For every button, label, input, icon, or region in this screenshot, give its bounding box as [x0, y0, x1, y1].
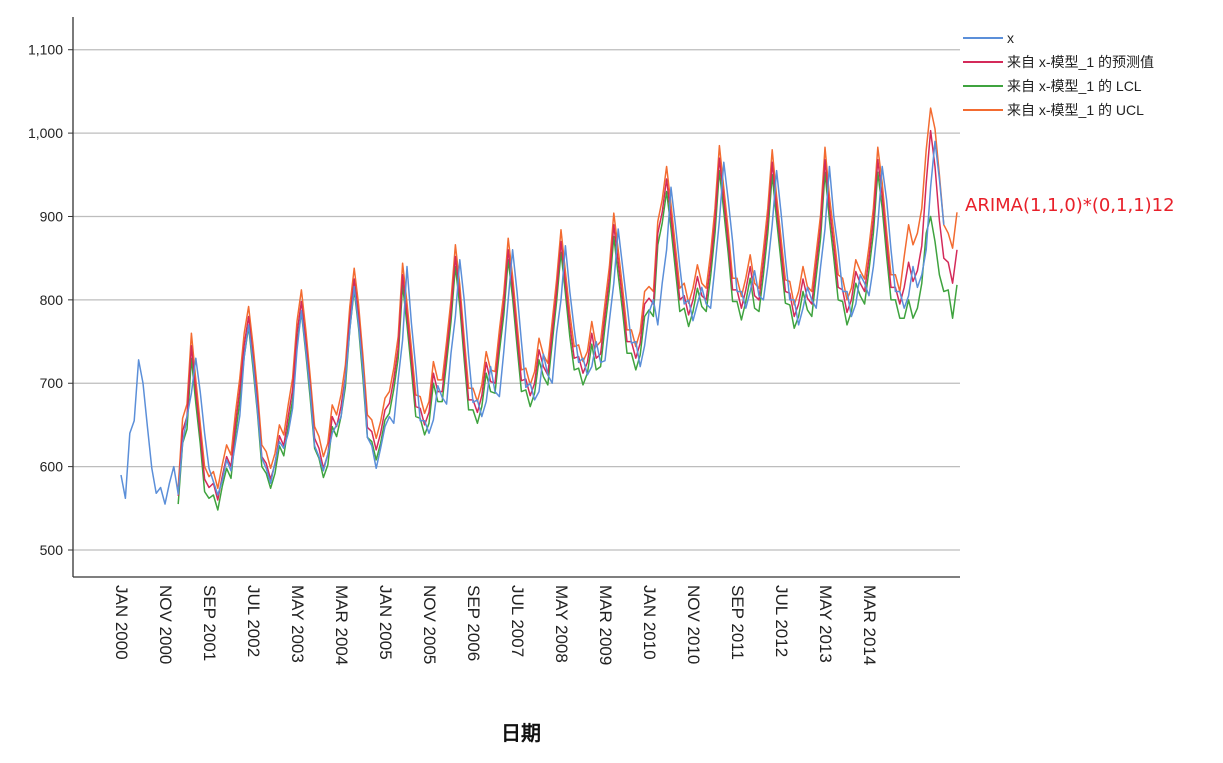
x-tick-label: JUL 2012: [772, 585, 791, 657]
y-tick-label: 500: [40, 542, 64, 558]
x-tick-label: SEP 2011: [728, 585, 747, 660]
x-tick-label: SEP 2006: [464, 585, 483, 661]
axes: [68, 17, 960, 578]
y-tick-label: 800: [40, 292, 64, 308]
x-tick-label: JAN 2010: [640, 585, 659, 660]
series-lines: [120, 107, 958, 511]
x-tick-label: MAR 2004: [332, 585, 351, 665]
x-tick-label: NOV 2010: [684, 585, 703, 664]
x-tick-label: NOV 2000: [156, 585, 175, 664]
series-line-0: [120, 140, 945, 505]
y-tick-label: 900: [40, 208, 64, 224]
y-tick-label: 600: [40, 459, 64, 475]
x-tick-label: NOV 2005: [420, 585, 439, 664]
legend-label: 来自 x-模型_1 的 LCL: [1007, 78, 1142, 94]
legend-label: 来自 x-模型_1 的预测值: [1007, 54, 1154, 70]
y-tick-label: 1,000: [28, 125, 63, 141]
x-tick-label: JUL 2007: [508, 585, 527, 657]
x-tick-label: MAY 2008: [552, 585, 571, 663]
x-axis-title: 日期: [501, 721, 541, 745]
x-tick-label: SEP 2001: [200, 585, 219, 661]
x-tick-label: MAR 2009: [596, 585, 615, 665]
x-tick-label: MAY 2003: [288, 585, 307, 663]
x-tick-label: MAY 2013: [816, 585, 835, 663]
y-tick-labels: 500 600 700 800 900 1,000 1,100: [28, 42, 63, 558]
x-tick-label: JAN 2005: [376, 585, 395, 660]
model-annotation: ARIMA(1,1,0)*(0,1,1)12: [965, 195, 1175, 216]
y-tick-label: 700: [40, 375, 64, 391]
legend-label: x: [1007, 30, 1014, 46]
x-tick-label: JUL 2002: [244, 585, 263, 657]
y-tick-label: 1,100: [28, 42, 63, 58]
x-tick-label: MAR 2014: [860, 585, 879, 665]
legend-label: 来自 x-模型_1 的 UCL: [1007, 102, 1144, 118]
series-line-3: [177, 107, 958, 490]
gridlines: [73, 49, 960, 551]
x-tick-label: JAN 2000: [112, 585, 131, 660]
x-tick-labels: JAN 2000 NOV 2000 SEP 2001 JUL 2002 MAY 2003…: [112, 585, 879, 665]
